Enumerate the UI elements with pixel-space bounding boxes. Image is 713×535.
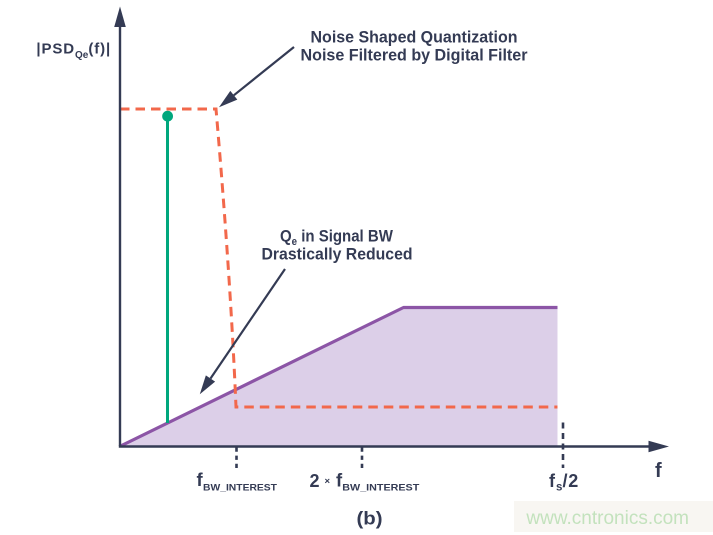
svg-text:Drastically Reduced: Drastically Reduced	[262, 245, 413, 264]
svg-text:(b): (b)	[357, 509, 383, 529]
svg-text:fBW_INTEREST: fBW_INTEREST	[197, 469, 278, 494]
svg-text:fs/2: fs/2	[549, 471, 579, 494]
svg-text:Noise Shaped Quantization: Noise Shaped Quantization	[311, 28, 518, 47]
svg-text:Qe in Signal BW: Qe in Signal BW	[280, 227, 394, 249]
svg-text:2×fBW_INTEREST: 2 × fBW_INTEREST	[310, 470, 420, 494]
svg-text:Noise Filtered by Digital Filt: Noise Filtered by Digital Filter	[301, 46, 528, 65]
svg-text:www.cntronics.com: www.cntronics.com	[525, 508, 689, 529]
svg-text:|PSDQe(f)|: |PSDQe(f)|	[36, 41, 111, 62]
svg-text:f: f	[655, 460, 662, 482]
